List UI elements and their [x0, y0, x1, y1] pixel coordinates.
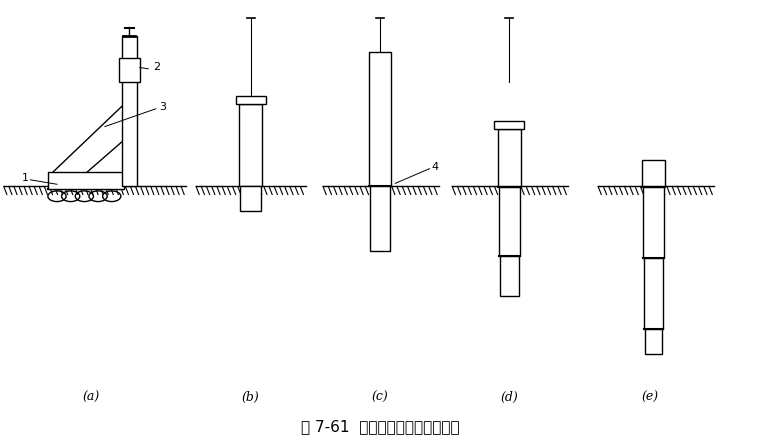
- Bar: [236, 96, 265, 104]
- Text: 3: 3: [160, 103, 166, 112]
- Text: (a): (a): [83, 391, 100, 404]
- Text: (b): (b): [242, 391, 260, 404]
- Bar: [495, 121, 524, 129]
- Bar: [642, 160, 665, 186]
- Bar: [644, 258, 663, 329]
- Bar: [239, 104, 262, 186]
- Bar: [48, 172, 124, 189]
- Bar: [119, 58, 140, 82]
- Bar: [369, 52, 391, 186]
- Text: 2: 2: [154, 63, 160, 72]
- Text: (c): (c): [372, 391, 388, 404]
- Bar: [498, 129, 521, 186]
- Bar: [240, 186, 261, 211]
- Bar: [122, 36, 137, 186]
- Text: 1: 1: [21, 174, 29, 183]
- Text: (d): (d): [500, 391, 518, 404]
- Bar: [369, 186, 391, 251]
- Bar: [643, 187, 664, 258]
- Text: 4: 4: [432, 162, 439, 171]
- Bar: [644, 329, 663, 354]
- Bar: [499, 256, 519, 296]
- Text: (e): (e): [641, 391, 658, 404]
- Bar: [499, 187, 520, 256]
- Text: 图 7-61  预应力管桩施工工艺流程: 图 7-61 预应力管桩施工工艺流程: [301, 419, 459, 434]
